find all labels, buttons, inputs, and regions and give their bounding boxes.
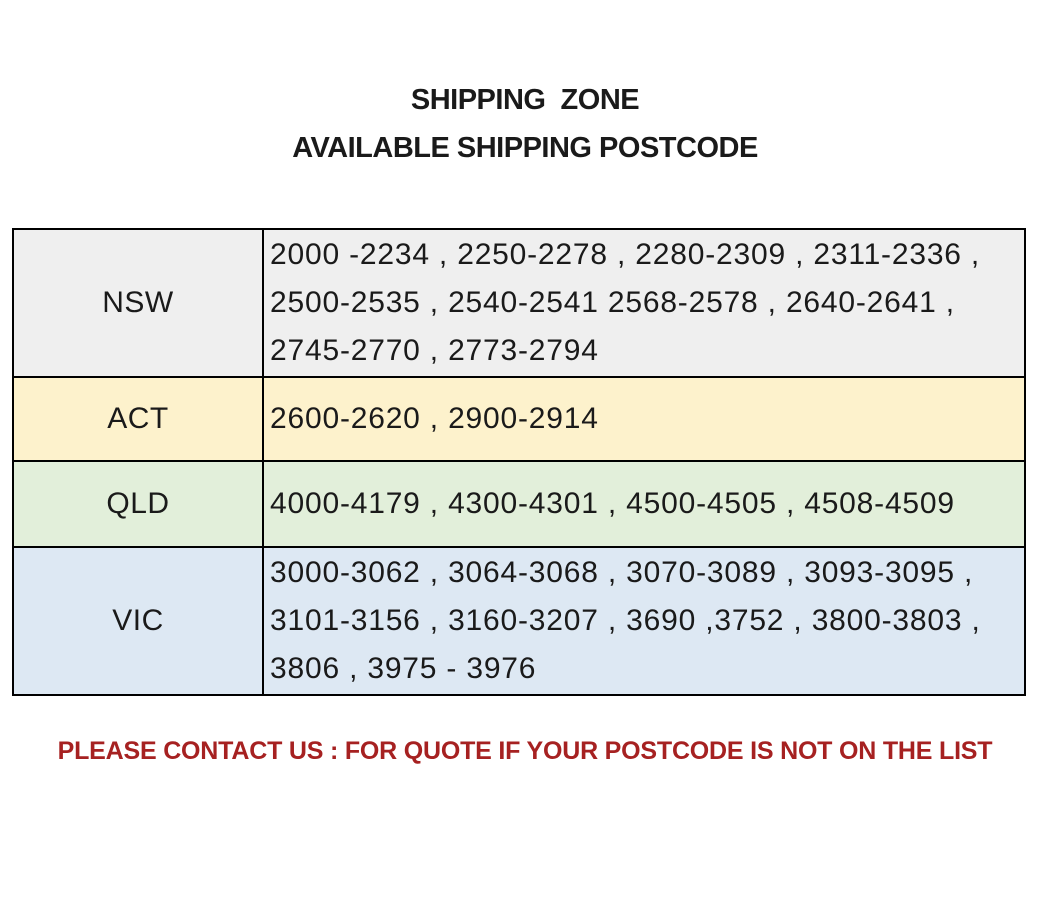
table-row-vic: VIC 3000-3062 , 3064-3068 , 3070-3089 , … (12, 546, 1026, 696)
postcodes-qld: 4000-4179 , 4300-4301 , 4500-4505 , 4508… (262, 460, 1026, 548)
postcode-line: 2745-2770 , 2773-2794 (270, 334, 599, 367)
postcodes-nsw: 2000 -2234 , 2250-2278 , 2280-2309 , 231… (262, 228, 1026, 378)
postcode-line: 2500-2535 , 2540-2541 2568-2578 , 2640-2… (270, 286, 955, 319)
contact-note: PLEASE CONTACT US : FOR QUOTE IF YOUR PO… (57, 737, 993, 765)
postcodes-vic: 3000-3062 , 3064-3068 , 3070-3089 , 3093… (262, 546, 1026, 696)
zone-label-act: ACT (12, 376, 264, 462)
zone-label-nsw: NSW (12, 228, 264, 378)
postcode-line: 4000-4179 , 4300-4301 , 4500-4505 , 4508… (270, 487, 955, 520)
postcode-line: 3000-3062 , 3064-3068 , 3070-3089 , 3093… (270, 556, 974, 589)
postcodes-act: 2600-2620 , 2900-2914 (262, 376, 1026, 462)
title-block: SHIPPING ZONE AVAILABLE SHIPPING POSTCOD… (0, 76, 1050, 172)
postcode-line: 2000 -2234 , 2250-2278 , 2280-2309 , 231… (270, 238, 981, 271)
page-title-line-1: SHIPPING ZONE (410, 84, 640, 116)
zone-label-qld: QLD (12, 460, 264, 548)
table-row-act: ACT 2600-2620 , 2900-2914 (12, 376, 1026, 462)
postcode-line: 2600-2620 , 2900-2914 (270, 402, 599, 435)
table-row-nsw: NSW 2000 -2234 , 2250-2278 , 2280-2309 ,… (12, 228, 1026, 378)
table-row-qld: QLD 4000-4179 , 4300-4301 , 4500-4505 , … (12, 460, 1026, 548)
page-title-line-2: AVAILABLE SHIPPING POSTCODE (292, 132, 758, 164)
shipping-zone-table: NSW 2000 -2234 , 2250-2278 , 2280-2309 ,… (12, 228, 1026, 696)
postcode-line: 3806 , 3975 - 3976 (270, 652, 537, 685)
postcode-line: 3101-3156 , 3160-3207 , 3690 ,3752 , 380… (270, 604, 981, 637)
zone-label-vic: VIC (12, 546, 264, 696)
